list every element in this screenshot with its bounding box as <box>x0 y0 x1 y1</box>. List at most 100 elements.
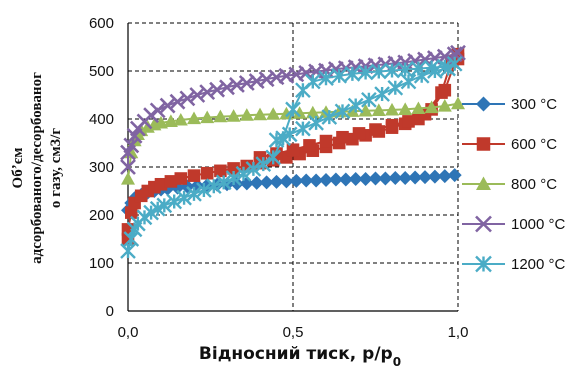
data-point <box>136 209 153 226</box>
data-point <box>235 165 252 182</box>
data-point <box>295 120 311 137</box>
legend-label: 600 °C <box>511 136 557 153</box>
legend-swatch-marker <box>476 137 491 151</box>
data-point <box>400 73 417 90</box>
data-point <box>378 171 393 186</box>
legend-swatch-marker <box>475 215 492 233</box>
data-point <box>388 171 403 186</box>
data-point <box>200 110 215 124</box>
data-point <box>205 178 222 195</box>
legend-label: 800 °C <box>511 176 557 193</box>
data-point <box>318 70 334 87</box>
data-point <box>186 186 202 202</box>
data-point <box>121 172 135 185</box>
data-point <box>374 86 390 102</box>
x-tick-label: 0,5 <box>283 324 304 341</box>
data-point <box>292 106 307 119</box>
data-point <box>149 102 166 119</box>
data-point <box>308 114 324 131</box>
data-point <box>285 101 301 118</box>
data-point <box>123 137 140 154</box>
legend-item-4: 1200 °C <box>462 255 566 273</box>
data-point <box>156 197 173 214</box>
y-axis-label: Обʼєм адсорбованого/десорбованог о газу,… <box>10 72 64 264</box>
data-point <box>213 109 228 123</box>
data-point <box>279 174 294 189</box>
data-point <box>336 130 349 144</box>
legend-item-1: 600 °C <box>462 136 557 153</box>
data-point <box>259 175 274 190</box>
legend-label: 1000 °C <box>511 216 566 233</box>
data-point <box>418 170 432 185</box>
data-point <box>286 143 300 157</box>
data-point <box>398 102 413 115</box>
data-point <box>125 206 138 219</box>
y-tick-label: 0 <box>106 303 114 320</box>
data-point <box>352 127 366 140</box>
data-point <box>196 182 212 198</box>
legend-label: 300 °C <box>511 96 557 113</box>
data-point <box>163 114 178 127</box>
data-point <box>199 84 216 101</box>
data-point <box>427 63 443 79</box>
data-point <box>413 67 430 84</box>
data-point <box>427 169 442 184</box>
data-point <box>245 161 262 177</box>
data-point <box>357 64 374 81</box>
data-point <box>358 172 373 186</box>
y-tick-label: 200 <box>89 207 114 224</box>
data-point <box>215 174 232 191</box>
data-point <box>166 193 183 210</box>
y-axis-label-line-2: адсорбованого/десорбованог <box>29 72 45 264</box>
y-tick-label: 600 <box>89 15 114 32</box>
legend-item-3: 1000 °C <box>462 215 566 233</box>
data-point <box>348 172 363 186</box>
data-point <box>268 132 285 148</box>
data-point <box>239 108 254 121</box>
data-point <box>451 96 465 110</box>
data-point <box>408 170 423 185</box>
series-4 <box>120 55 463 259</box>
data-point <box>187 111 201 125</box>
data-point <box>385 118 399 132</box>
data-point <box>249 175 264 190</box>
data-point <box>173 112 188 126</box>
data-point <box>305 105 320 119</box>
data-point <box>358 103 373 117</box>
data-point <box>345 104 360 117</box>
data-point <box>369 123 382 136</box>
data-point <box>281 126 298 143</box>
legend-swatch-marker <box>475 255 492 273</box>
data-point <box>214 164 227 178</box>
data-point <box>189 87 206 103</box>
data-point <box>253 107 267 121</box>
legend-swatch-marker <box>476 96 491 112</box>
data-point <box>424 100 439 114</box>
data-point <box>269 174 284 189</box>
data-point <box>370 63 387 80</box>
data-point <box>226 109 241 122</box>
data-point <box>446 55 463 72</box>
chart-series <box>120 44 466 259</box>
x-axis-label-main: Відносний тиск, p/p <box>199 344 393 364</box>
data-point <box>169 93 186 110</box>
data-point <box>154 115 168 129</box>
data-point <box>225 170 242 186</box>
data-point <box>338 172 353 187</box>
data-point <box>289 173 304 188</box>
y-axis-label-line-3: о газу, см3/г <box>48 128 64 208</box>
data-point <box>154 177 168 191</box>
data-point <box>334 103 351 120</box>
data-point <box>303 139 316 152</box>
data-point <box>200 166 214 180</box>
x-axis-label: Відносний тиск, p/p0 <box>199 344 401 368</box>
data-point <box>219 79 235 96</box>
data-point <box>450 44 466 61</box>
data-point <box>437 169 452 184</box>
data-point <box>321 109 338 125</box>
data-point <box>164 175 178 188</box>
data-point <box>398 171 413 186</box>
data-point <box>437 99 452 112</box>
legend-label: 1200 °C <box>511 256 566 273</box>
